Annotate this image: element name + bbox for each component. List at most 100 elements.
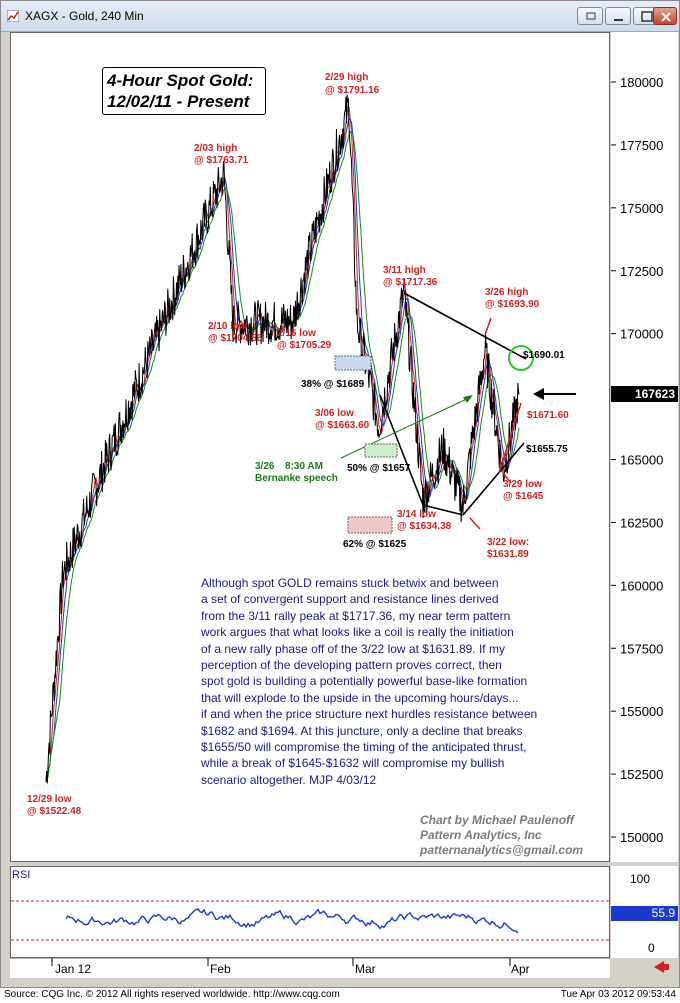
price-series-line	[45, 94, 520, 784]
price-axis-ticks: 1800001775001750001725001700001675001650…	[611, 75, 663, 845]
price-tick-label: 165000	[620, 453, 663, 468]
annotation-326-high: 3/26 high @ $1693.90	[485, 287, 540, 310]
price-chart[interactable]: 2/29 high @ $1791.16 2/03 high @ $1763.7…	[11, 33, 609, 861]
annotation-label: 2/10 low	[208, 321, 247, 332]
annotation-label: 3/06 low	[315, 408, 354, 419]
last-price-tag: 167623	[611, 386, 678, 402]
resistance-trendline	[403, 292, 527, 360]
close-icon	[661, 12, 671, 22]
footer: Source: CQG Inc. © 2012 All rights reser…	[0, 988, 680, 1003]
annotation-label: 3/22 low:	[487, 537, 529, 548]
price-tick-label: 150000	[620, 830, 663, 845]
time-axis	[10, 957, 610, 978]
support-level-label: $1655.75	[526, 444, 568, 455]
annotation-322-low: 3/22 low: $1631.89	[487, 537, 529, 560]
restore-button[interactable]	[577, 7, 603, 25]
annotation-203-high: 2/03 high @ $1763.71	[194, 143, 249, 166]
annotation-value: @ $1704.56	[208, 333, 263, 344]
event-date: 3/26	[255, 461, 275, 472]
rsi-panel[interactable]	[10, 866, 610, 958]
chart-title-box: 4-Hour Spot Gold: 12/02/11 - Present	[102, 67, 266, 115]
restore-icon	[586, 12, 596, 20]
red-tick-322	[469, 517, 481, 530]
price-tick-label: 155000	[620, 704, 663, 719]
annotation-label: 2/29 high	[325, 72, 368, 83]
footer-source: Source: CQG Inc. © 2012 All rights reser…	[4, 989, 340, 1000]
price-chart-panel[interactable]: 2/29 high @ $1791.16 2/03 high @ $1763.7…	[10, 32, 610, 862]
annotation-229-high: 2/29 high @ $1791.16	[325, 72, 380, 96]
price-tick-label: 162500	[620, 515, 663, 530]
rsi-last-value: 55.9	[611, 906, 678, 921]
minimize-icon	[614, 19, 623, 21]
rsi-tick-0: 0	[648, 941, 655, 955]
resistance-circle	[508, 345, 534, 371]
fib38-label: 38% @ $1689	[301, 379, 365, 390]
lower-left-trendline	[379, 394, 424, 506]
minimize-button[interactable]	[605, 7, 631, 25]
scroll-left-icon[interactable]	[652, 960, 670, 974]
annotation-value: @ $1634.38	[397, 521, 452, 532]
annotation-216-low: 2/16 low @ $1705.29	[277, 328, 332, 351]
rsi-tick-100: 100	[630, 872, 651, 886]
maximize-button[interactable]	[633, 7, 659, 25]
red-tick-329	[502, 472, 512, 484]
resistance-level-label: $1690.01	[523, 350, 565, 361]
annotation-label: 3/11 high	[383, 265, 426, 276]
time-label-feb: Feb	[210, 962, 231, 976]
price-tick-label: 177500	[620, 138, 663, 153]
ma-mid-line	[45, 118, 520, 782]
bernanke-event: 3/26 8:30 AM Bernanke speech	[255, 461, 338, 484]
fib50-box	[364, 443, 398, 458]
annotation-label: 3/26 high	[485, 287, 528, 298]
annotation-167160: $1671.60	[527, 410, 569, 421]
title-bar[interactable]: XAGX - Gold, 240 Min	[1, 1, 679, 32]
red-rising-trendline	[498, 402, 522, 474]
time-label-mar: Mar	[355, 962, 376, 976]
time-axis-ticks	[10, 957, 610, 966]
footer-timestamp: Tue Apr 03 2012 09:53:44	[560, 989, 676, 1000]
price-axis[interactable]: 1800001775001750001725001700001675001650…	[611, 32, 678, 862]
close-button[interactable]	[653, 7, 677, 25]
lower-base-trendline	[422, 504, 464, 516]
annotation-306-low: 3/06 low @ $1663.60	[315, 408, 370, 431]
annotation-value: @ $1717.36	[383, 277, 438, 288]
event-label: Bernanke speech	[255, 473, 338, 484]
annotation-label: 3/14 low	[397, 509, 436, 520]
moving-averages	[45, 105, 520, 782]
annotation-label: 3/29 low	[503, 479, 542, 490]
time-label-apr: Apr	[511, 962, 530, 976]
bernanke-arrow-line	[340, 396, 472, 459]
price-tick-label: 160000	[620, 578, 663, 593]
annotation-value: @ $1705.29	[277, 340, 332, 351]
red-tick-326	[484, 317, 492, 336]
price-tick-label: 157500	[620, 641, 663, 656]
fib38-box	[334, 355, 372, 371]
chart-app-icon	[7, 10, 19, 22]
window-title: XAGX - Gold, 240 Min	[25, 9, 144, 23]
annotation-value: @ $1645	[503, 491, 544, 502]
annotation-314-low: 3/14 low @ $1634.38	[397, 509, 452, 532]
price-tick-label: 172500	[620, 264, 663, 279]
annotation-210-low: 2/10 low @ $1704.56	[208, 321, 263, 344]
price-tick-label: 175000	[620, 201, 663, 216]
price-tick-label: 180000	[620, 75, 663, 90]
current-price-arrow-icon	[533, 388, 576, 400]
chart-title-line2: 12/02/11 - Present	[107, 92, 250, 111]
annotation-label: 2/16 low	[277, 328, 316, 339]
annotation-value: @ $1522.48	[27, 806, 82, 817]
commentary-text: Although spot GOLD remains stuck betwix …	[201, 576, 538, 787]
maximize-icon	[641, 11, 653, 22]
fib62-label: 62% @ $1625	[343, 539, 407, 550]
annotation-label: 12/29 low	[27, 794, 72, 805]
trendlines	[340, 292, 534, 530]
annotation-value: @ $1693.90	[485, 299, 540, 310]
chart-credit: Chart by Michael Paulenoff Pattern Analy…	[420, 813, 584, 857]
time-label-jan: Jan 12	[55, 962, 92, 976]
price-tick-label: 170000	[620, 327, 663, 342]
annotation-value: $1631.89	[487, 549, 529, 560]
fib50-label: 50% @ $1657	[347, 463, 411, 474]
rsi-label: RSI	[12, 869, 31, 881]
event-time: 8:30 AM	[285, 461, 323, 472]
annotation-value: @ $1763.71	[194, 155, 249, 166]
annotation-311-high: 3/11 high @ $1717.36	[383, 265, 438, 288]
